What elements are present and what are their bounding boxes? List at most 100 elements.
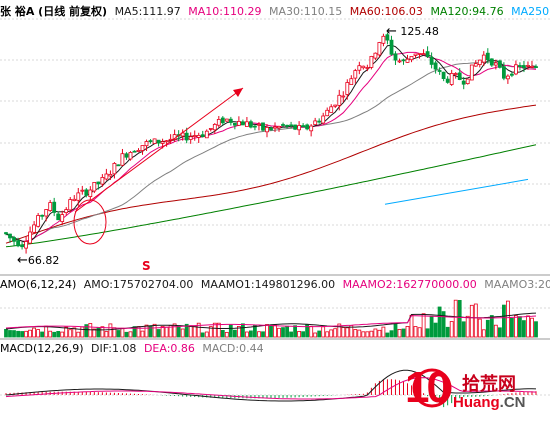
volume-bar [12, 330, 16, 338]
candle-body [124, 153, 129, 158]
amo-panel-title: AMO(6,12,24) [0, 278, 77, 291]
volume-bar [497, 327, 502, 338]
candle-body [44, 209, 49, 217]
candle-body [461, 80, 466, 85]
volume-bar [514, 315, 518, 338]
volume-bar [84, 324, 89, 338]
candle-body [401, 59, 406, 62]
candle-body [261, 122, 265, 131]
candle-body [329, 106, 334, 113]
candle-body [100, 176, 105, 185]
candle-body [405, 58, 410, 63]
volume-bar [281, 327, 285, 338]
volume-bar [293, 325, 298, 338]
candle-body [224, 118, 229, 122]
volume-bar [228, 324, 233, 338]
volume-bar [100, 326, 105, 338]
volume-bar [389, 330, 394, 338]
candle-body [477, 59, 482, 65]
volume-bar [200, 332, 205, 338]
candle-body [148, 140, 153, 143]
volume-bar [120, 327, 125, 338]
candle-body [136, 149, 141, 152]
volume-bar [501, 304, 506, 338]
volume-bar [8, 330, 12, 338]
volume-bar [469, 304, 474, 338]
volume-bar [301, 331, 306, 338]
indicator-ma5: MA5:111.97 [114, 5, 181, 18]
candle-body [152, 138, 157, 144]
amo-panel-header: AMO(6,12,24) AMO:175702704.00 MAAMO1:149… [0, 278, 550, 294]
candle-body [24, 241, 29, 249]
candle-body [441, 71, 446, 79]
volume-bar [373, 328, 378, 338]
candle-body [16, 240, 21, 247]
volume-bar [534, 321, 538, 338]
volume-bar [289, 331, 294, 338]
volume-bar [269, 324, 273, 338]
volume-bar [265, 324, 269, 338]
volume-bar [40, 331, 44, 338]
candle-body [481, 54, 486, 63]
volume-bar [188, 325, 193, 338]
volume-bar [530, 317, 534, 338]
candle-body [297, 125, 302, 131]
volume-bar [345, 327, 350, 338]
candle-body [36, 215, 40, 227]
volume-bar [160, 325, 165, 338]
candle-body [469, 64, 474, 81]
volume-bar [313, 332, 318, 338]
candle-body [321, 115, 326, 124]
macd-panel-title: MACD(12,26,9) [0, 342, 84, 355]
candle-body [164, 140, 169, 143]
candle-body [534, 66, 538, 68]
candle-body [32, 224, 36, 233]
candle-body [433, 62, 438, 70]
candle-body [277, 126, 281, 129]
volume-bar [369, 330, 374, 338]
high-price-label: ← 125.48 [386, 24, 439, 39]
candle-body [236, 121, 241, 126]
indicator-macd: MACD:0.44 [202, 342, 264, 355]
candle-body [373, 52, 378, 59]
ma250-line [384, 178, 529, 205]
volume-bar [4, 328, 8, 338]
candle-body [4, 232, 8, 235]
volume-bar [128, 331, 133, 338]
volume-bar [24, 330, 29, 338]
indicator-maamo3: MAAMO3:20 [484, 278, 550, 291]
candle-body [8, 233, 12, 239]
indicator-ma30: MA30:110.15 [269, 5, 343, 18]
candle-body [244, 121, 249, 127]
candle-body [357, 65, 362, 71]
candle-body [88, 189, 93, 197]
candle-body [28, 231, 33, 244]
volume-bar [68, 329, 73, 338]
trend-arrow [74, 87, 244, 213]
ma120-line [5, 144, 537, 248]
volume-bar [20, 331, 25, 338]
volume-bar [437, 306, 442, 338]
candle-body [92, 181, 97, 192]
watermark-logo-number: 10 [405, 363, 451, 412]
candle-body [369, 56, 374, 68]
volume-bar [433, 322, 438, 338]
volume-bar [449, 321, 454, 338]
candle-body [20, 244, 25, 248]
volume-bar [180, 328, 185, 338]
volume-bar [333, 328, 338, 338]
volume-bar [473, 303, 478, 338]
volume-bar [405, 325, 410, 338]
candle-body [305, 124, 310, 130]
volume-bar [417, 327, 422, 338]
candle-body [56, 213, 61, 221]
volume-bar [413, 326, 418, 338]
volume-bar [357, 329, 362, 338]
candle-body [489, 58, 494, 66]
volume-bar [461, 321, 466, 338]
volume-bar [285, 325, 290, 338]
candle-body [240, 121, 245, 126]
candle-body [248, 121, 253, 128]
candle-body [385, 34, 390, 41]
volume-bar [236, 325, 241, 338]
